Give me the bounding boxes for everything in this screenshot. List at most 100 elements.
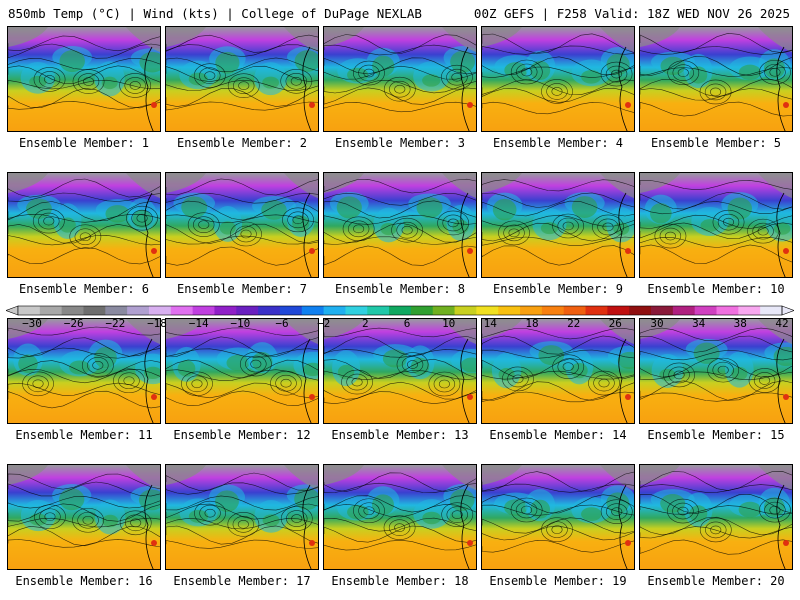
colorbar-tick-label: 26 — [609, 317, 622, 328]
colorbar-segment — [18, 306, 41, 315]
colorbar-segment — [738, 306, 761, 315]
member-map — [481, 464, 635, 570]
colorbar-tick-label: 6 — [404, 317, 411, 328]
colorbar-segment — [236, 306, 259, 315]
forecast-map — [482, 319, 634, 423]
forecast-map — [8, 465, 160, 569]
colorbar-segment — [61, 306, 84, 315]
colorbar-segment — [476, 306, 499, 315]
member-map — [639, 464, 793, 570]
colorbar-segment — [367, 306, 390, 315]
ensemble-member-panel: Ensemble Member: 7 — [165, 172, 319, 302]
colorbar-tick-label: 2 — [362, 317, 369, 328]
member-map — [165, 26, 319, 132]
colorbar-segment — [323, 306, 346, 315]
member-label: Ensemble Member: 3 — [334, 136, 466, 150]
ensemble-member-panel: Ensemble Member: 20 — [639, 464, 793, 594]
member-label: Ensemble Member: 2 — [176, 136, 308, 150]
member-map — [7, 172, 161, 278]
member-map — [165, 464, 319, 570]
colorbar-tick-label: 38 — [734, 317, 747, 328]
colorbar-segment — [39, 306, 63, 315]
colorbar-segment — [432, 306, 455, 315]
ensemble-member-panel: Ensemble Member: 19 — [481, 464, 635, 594]
colorbar-tick-label: −30 — [22, 317, 42, 328]
ensemble-member-panel: Ensemble Member: 2 — [165, 26, 319, 156]
ensemble-member-panel: Ensemble Member: 18 — [323, 464, 477, 594]
member-label: Ensemble Member: 18 — [331, 574, 469, 588]
member-label: Ensemble Member: 6 — [18, 282, 150, 296]
member-map — [165, 172, 319, 278]
forecast-map — [166, 173, 318, 277]
member-map — [323, 26, 477, 132]
member-label: Ensemble Member: 13 — [331, 428, 469, 442]
member-label: Ensemble Member: 15 — [647, 428, 785, 442]
ensemble-member-panel: Ensemble Member: 8 — [323, 172, 477, 302]
colorbar-tick-label: 22 — [567, 317, 580, 328]
colorbar-segment — [760, 306, 783, 315]
ensemble-member-panel: Ensemble Member: 5 — [639, 26, 793, 156]
colorbar-segment — [105, 306, 128, 315]
colorbar-tick-label: −14 — [189, 317, 209, 328]
member-label: Ensemble Member: 4 — [492, 136, 624, 150]
forecast-map — [324, 27, 476, 131]
member-label: Ensemble Member: 19 — [489, 574, 627, 588]
forecast-map — [640, 465, 792, 569]
member-label: Ensemble Member: 14 — [489, 428, 627, 442]
colorbar-segment — [454, 306, 477, 315]
colorbar-segment — [192, 306, 215, 315]
temperature-colorbar: −30 −26 −22 −18 −14 −10 −6 −2 2 6 10 14 18 22 26 30 34 38… — [6, 305, 794, 328]
ensemble-member-panel: Ensemble Member: 10 — [639, 172, 793, 302]
forecast-map — [8, 319, 160, 423]
ensemble-member-panel: Ensemble Member: 6 — [7, 172, 161, 302]
member-label: Ensemble Member: 7 — [176, 282, 308, 296]
colorbar-segment — [541, 306, 565, 315]
colorbar-tick-label: −26 — [64, 317, 84, 328]
forecast-map — [482, 27, 634, 131]
colorbar-left-arrow — [6, 305, 19, 316]
forecast-map — [8, 173, 160, 277]
colorbar-tick-label: −10 — [230, 317, 250, 328]
colorbar-tick-label: 30 — [650, 317, 663, 328]
member-label: Ensemble Member: 8 — [334, 282, 466, 296]
colorbar-segment — [345, 306, 368, 315]
colorbar-tick-label: 14 — [484, 317, 498, 328]
member-label: Ensemble Member: 12 — [173, 428, 311, 442]
member-map — [639, 318, 793, 424]
forecast-map — [324, 173, 476, 277]
member-label: Ensemble Member: 9 — [492, 282, 624, 296]
forecast-map — [640, 27, 792, 131]
colorbar-segment — [83, 306, 106, 315]
colorbar-tick-label: −6 — [275, 317, 288, 328]
ensemble-member-panel: Ensemble Member: 14 — [481, 318, 635, 448]
ensemble-member-panel: Ensemble Member: 1 — [7, 26, 161, 156]
colorbar-segment — [520, 306, 543, 315]
member-map — [323, 318, 477, 424]
forecast-map — [8, 27, 160, 131]
member-label: Ensemble Member: 17 — [173, 574, 311, 588]
member-map — [481, 26, 635, 132]
colorbar-segment — [258, 306, 281, 315]
ensemble-member-panel: Ensemble Member: 12 — [165, 318, 319, 448]
colorbar-segment — [127, 306, 150, 315]
colorbar-segment — [629, 306, 652, 315]
forecast-map — [324, 465, 476, 569]
header-valid-time: 00Z GEFS | F258 Valid: 18Z WED NOV 26 20… — [473, 6, 790, 21]
ensemble-member-panel: Ensemble Member: 3 — [323, 26, 477, 156]
forecast-map — [640, 173, 792, 277]
ensemble-member-panel: Ensemble Member: 15 — [639, 318, 793, 448]
colorbar-segment — [585, 306, 608, 315]
forecast-map — [482, 173, 634, 277]
colorbar-segment — [389, 306, 412, 315]
member-label: Ensemble Member: 11 — [15, 428, 153, 442]
ensemble-member-panel: Ensemble Member: 17 — [165, 464, 319, 594]
colorbar-segment — [607, 306, 630, 315]
colorbar-tick-label: −2 — [317, 317, 330, 328]
colorbar-tick-label: 10 — [442, 317, 455, 328]
member-map — [481, 318, 635, 424]
colorbar-segment — [279, 306, 303, 315]
forecast-map — [640, 319, 792, 423]
forecast-map — [166, 27, 318, 131]
member-label: Ensemble Member: 1 — [18, 136, 150, 150]
